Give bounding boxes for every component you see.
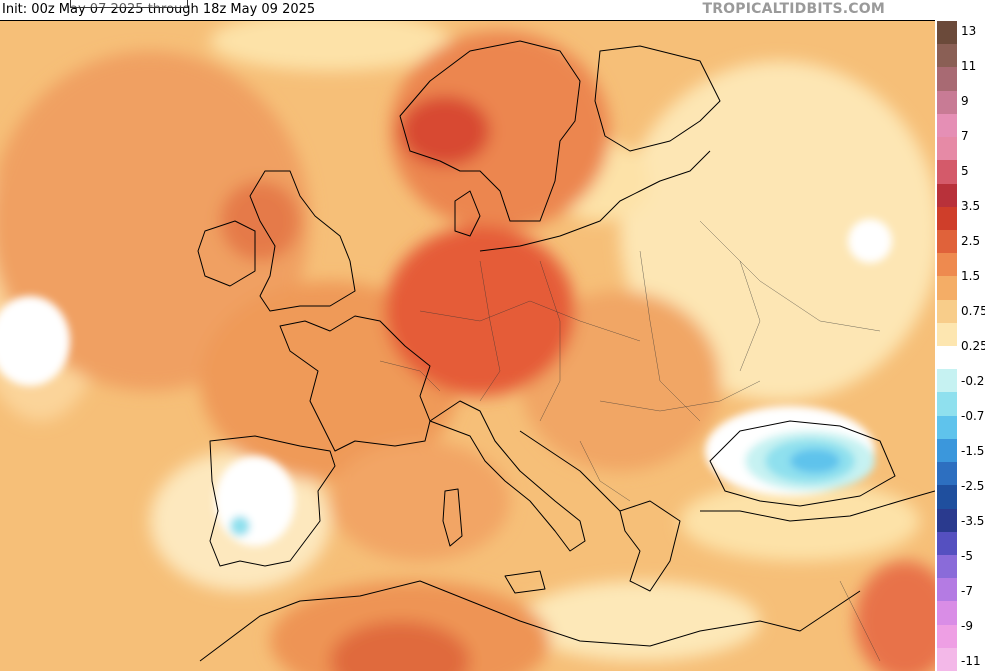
colorbar-label: 0.25: [961, 339, 985, 353]
colorbar-label: -7: [961, 584, 973, 598]
colorbar-label: 2.5: [961, 234, 981, 248]
colorbar-label: 9: [961, 94, 969, 108]
colorbar-label: 5: [961, 164, 969, 178]
colorbar-swatch: [937, 206, 957, 231]
country-borders: [379, 220, 881, 662]
colorbar: 13 11 9 7 5 3.5 2.5 1.5 0.75 0.25 -0.25 -0.75 -1.5 -2…: [935, 21, 985, 671]
colorbar-swatch: [937, 624, 957, 649]
colorbar-swatch: [937, 554, 957, 579]
field-red-africa: [330, 621, 470, 671]
field-red-germany: [385, 226, 575, 396]
colorbar-swatch: [937, 578, 957, 602]
colorbar-swatch: [937, 438, 957, 463]
colorbar-swatch: [937, 229, 957, 254]
colorbar-label: 0.75: [961, 304, 985, 318]
header-bar: Init: 00z May 07 2025 through 18z May 09…: [0, 0, 935, 21]
init-time-label: Init: 00z May 07 2025 through 18z May 09…: [2, 2, 316, 17]
field-orange-med: [330, 441, 510, 561]
field-cyan-iberia: [230, 516, 250, 536]
colorbar-swatch: [937, 369, 957, 393]
field-white-iberia: [215, 456, 295, 546]
colorbar-label: 13: [961, 24, 977, 38]
colorbar-label: 3.5: [961, 199, 981, 213]
anomaly-map: [0, 21, 935, 671]
colorbar-label: -11: [961, 654, 981, 668]
field-white-russia: [848, 219, 892, 263]
colorbar-swatch: [937, 183, 957, 208]
colorbar-label: 1.5: [961, 269, 981, 283]
colorbar-label: -3.5: [961, 514, 985, 528]
colorbar-swatch: [937, 253, 957, 277]
colorbar-label: 11: [961, 59, 977, 73]
colorbar-swatch: [937, 415, 957, 440]
colorbar-swatch: [937, 160, 957, 184]
colorbar-swatch: [937, 531, 957, 556]
brand-label: TROPICALTIDBITS.COM: [702, 1, 885, 17]
field-white-atlantic: [0, 296, 70, 386]
colorbar-label: -2.5: [961, 479, 985, 493]
field-blue-blacksea: [790, 449, 840, 473]
coastlines: [197, 40, 935, 662]
colorbar-swatch: [937, 299, 957, 324]
colorbar-label: 7: [961, 129, 969, 143]
colorbar-swatch: [937, 322, 957, 347]
colorbar-label: -0.75: [961, 409, 985, 423]
colorbar-swatch: [937, 113, 957, 138]
field-red-levant: [855, 561, 935, 671]
colorbar-swatch: [937, 647, 957, 671]
field-cream-north: [210, 21, 450, 71]
colorbar-swatch: [937, 21, 957, 45]
colorbar-swatch: [937, 485, 957, 509]
colorbar-swatch: [937, 44, 957, 68]
colorbar-label: -1.5: [961, 444, 985, 458]
overlay-box: [70, 0, 188, 8]
colorbar-swatch: [937, 90, 957, 115]
field-red-norway: [400, 96, 490, 166]
colorbar-label: -9: [961, 619, 973, 633]
colorbar-swatch: [937, 67, 957, 92]
colorbar-swatch: [937, 346, 957, 370]
colorbar-swatch: [937, 392, 957, 417]
colorbar-swatch: [937, 137, 957, 161]
colorbar-swatch: [937, 276, 957, 301]
field-cream-russia: [620, 61, 935, 401]
field-orange-atlantic: [0, 51, 310, 391]
colorbar-label: -0.25: [961, 374, 985, 388]
field-cream-turkey: [680, 481, 920, 561]
colorbar-swatch: [937, 601, 957, 626]
colorbar-swatch: [937, 508, 957, 533]
colorbar-swatch: [937, 462, 957, 486]
colorbar-label: -5: [961, 549, 973, 563]
field-cream-med: [520, 581, 760, 661]
